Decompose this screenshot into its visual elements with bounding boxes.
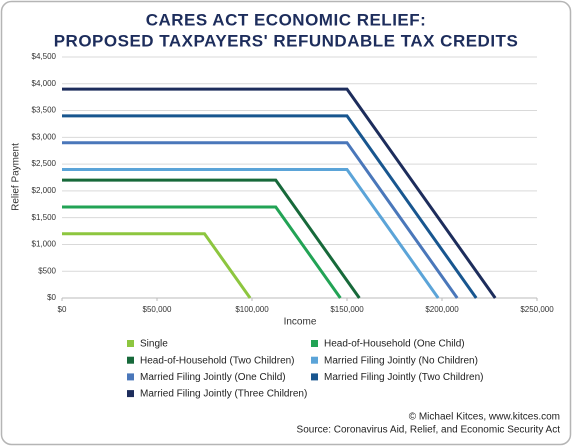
y-tick-label: $1,500 [32, 213, 57, 222]
legend-label: Married Filing Jointly (Three Children) [140, 389, 307, 400]
y-axis-label: Relief Payment [11, 143, 22, 211]
y-tick-label: $2,000 [32, 186, 57, 195]
legend-label: Married Filing Jointly (Two Children) [324, 372, 484, 383]
legend-marker [127, 390, 134, 398]
x-tick-label: $200,000 [425, 305, 459, 314]
x-tick-label: $250,000 [520, 305, 554, 314]
credit: © Michael Kitces, www.kitces.com [409, 412, 560, 423]
chart-title: CARES ACT ECONOMIC RELIEF: [146, 10, 427, 29]
x-axis-label: Income [284, 317, 317, 328]
y-tick-label: $0 [47, 293, 56, 302]
legend-marker [311, 373, 318, 381]
y-tick-label: $4,500 [32, 52, 57, 61]
legend-marker [311, 340, 318, 347]
legend-label: Head-of-Household (Two Children) [140, 355, 295, 366]
series-line [62, 167, 440, 299]
series-line [62, 87, 497, 299]
legend-label: Single [140, 339, 168, 350]
chart-subtitle: PROPOSED TAXPAYERS' REFUNDABLE TAX CREDI… [54, 31, 519, 50]
legend-marker [127, 373, 134, 381]
y-tick-label: $2,500 [32, 159, 57, 168]
x-tick-label: $50,000 [143, 305, 172, 314]
legend-label: Head-of-Household (One Child) [324, 339, 465, 350]
source: Source: Coronavirus Aid, Relief, and Eco… [297, 425, 561, 436]
series-line [62, 178, 361, 299]
legend-marker [127, 356, 134, 364]
x-tick-label: $0 [58, 305, 67, 314]
x-tick-label: $100,000 [235, 305, 269, 314]
y-tick-label: $3,500 [32, 106, 57, 115]
x-tick-label: $150,000 [330, 305, 364, 314]
series-line [62, 205, 342, 299]
y-tick-label: $500 [38, 266, 56, 275]
legend-label: Married Filing Jointly (One Child) [140, 372, 286, 383]
legend-label: Married Filing Jointly (No Children) [324, 355, 478, 366]
y-tick-label: $4,000 [32, 79, 57, 88]
legend-marker [311, 356, 318, 364]
series-line [62, 232, 252, 299]
series-line [62, 141, 459, 299]
y-tick-label: $1,000 [32, 240, 57, 249]
y-tick-label: $3,000 [32, 132, 57, 141]
legend-marker [127, 340, 134, 347]
series-line [62, 114, 478, 299]
